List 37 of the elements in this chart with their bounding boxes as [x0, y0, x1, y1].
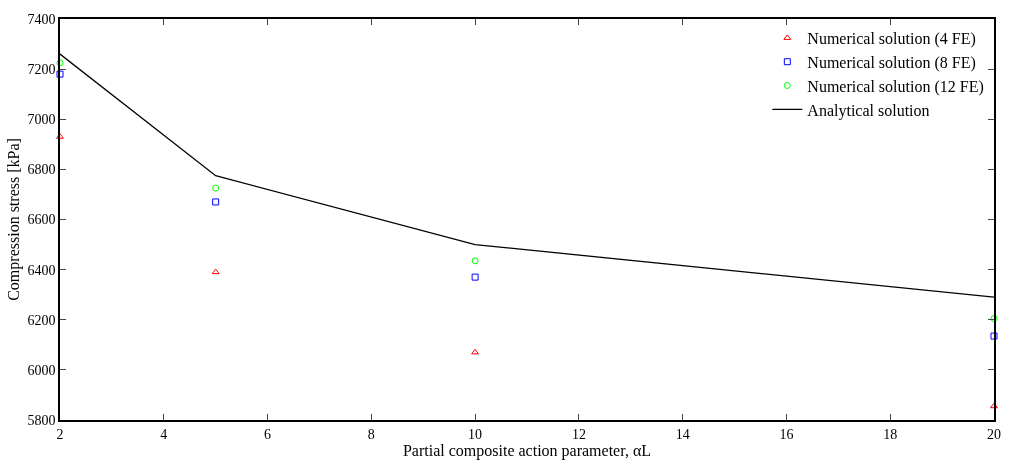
point — [990, 315, 998, 322]
y-tick-label: 6800 — [27, 162, 56, 178]
x-tick-label: 12 — [571, 426, 586, 442]
point — [471, 257, 479, 265]
y-tick-label: 7200 — [27, 62, 56, 78]
x-tick-label: 8 — [367, 426, 375, 442]
y-tick-label: 6000 — [27, 362, 56, 378]
y-tick-label: 5800 — [27, 412, 56, 428]
y-tick-label: 7400 — [27, 11, 56, 27]
y-tick-label: 7000 — [27, 112, 56, 128]
x-axis-title: Partial composite action parameter, αL — [402, 441, 652, 460]
x-tick-label: 18 — [883, 426, 898, 442]
x-tick-label: 10 — [468, 426, 483, 442]
y-tick-label: 6400 — [27, 262, 56, 278]
point — [56, 133, 64, 139]
point — [471, 348, 480, 355]
y-axis-title: Compression stress [kPa] — [4, 138, 23, 301]
point — [211, 268, 220, 275]
y-tick-label: 6200 — [27, 312, 56, 328]
x-tick-label: 6 — [264, 426, 272, 442]
legend-label: Numerical solution (4 FE) — [807, 30, 976, 49]
x-tick-label: 4 — [160, 426, 168, 442]
point — [56, 59, 64, 67]
point — [990, 402, 998, 409]
legend-label: Analytical solution — [807, 101, 930, 120]
x-tick-label: 20 — [987, 426, 1001, 442]
legend-label: Numerical solution (12 FE) — [807, 77, 984, 96]
x-tick-label: 16 — [779, 426, 794, 442]
point — [471, 273, 479, 281]
point — [990, 332, 998, 340]
x-tick-label: 2 — [56, 426, 64, 442]
legend-label: Numerical solution (8 FE) — [807, 53, 976, 72]
point — [56, 70, 64, 78]
y-tick-label: 6600 — [27, 212, 56, 228]
x-tick-label: 14 — [675, 426, 690, 442]
point — [212, 198, 220, 206]
point — [212, 184, 220, 192]
